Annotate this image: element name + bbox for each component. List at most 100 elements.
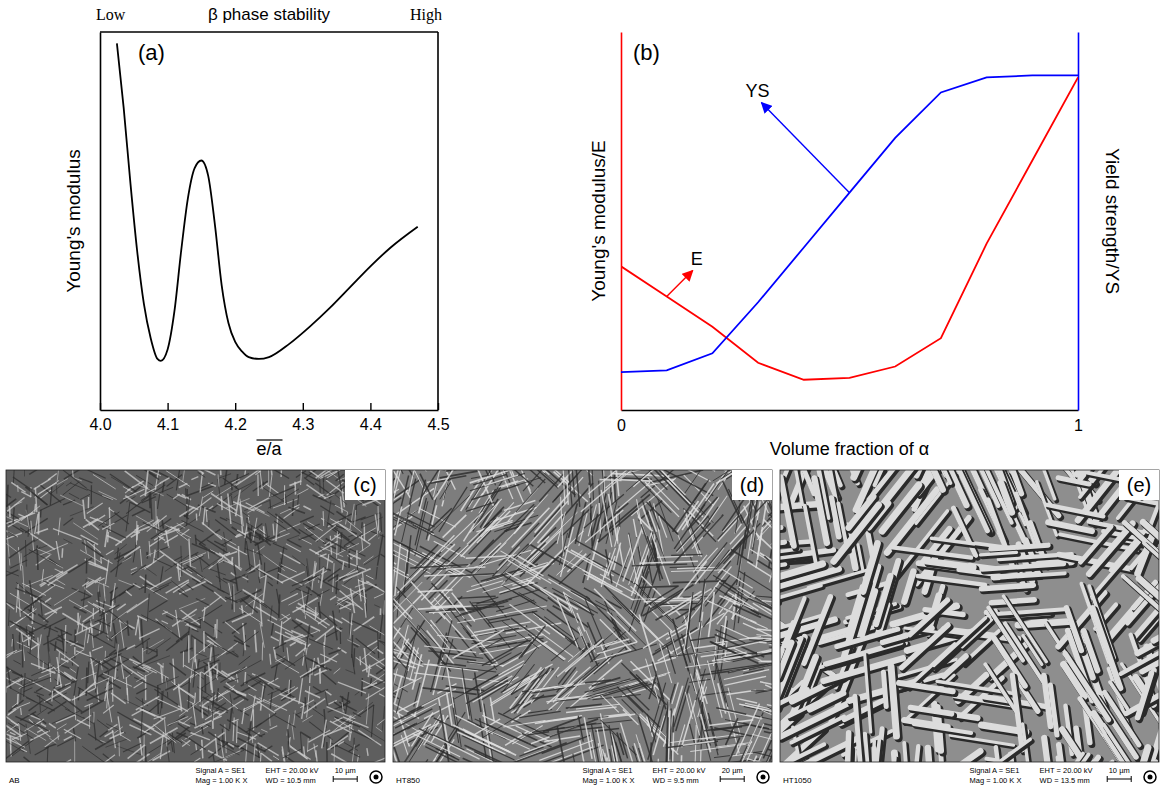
texture xyxy=(303,506,311,510)
texture xyxy=(93,604,104,609)
texture xyxy=(194,716,221,728)
scale-bar-cap xyxy=(357,776,358,782)
texture xyxy=(186,497,189,526)
texture xyxy=(17,642,32,649)
texture xyxy=(196,599,210,606)
plot-area xyxy=(117,43,418,361)
texture xyxy=(133,584,141,588)
texture xyxy=(288,507,305,513)
texture xyxy=(6,533,22,542)
panel-label: (b) xyxy=(633,40,660,65)
texture xyxy=(367,748,368,756)
texture xyxy=(63,500,75,505)
texture xyxy=(360,726,385,742)
texture xyxy=(453,630,505,659)
texture xyxy=(49,680,77,695)
texture xyxy=(138,616,140,640)
texture xyxy=(162,621,169,624)
texture xyxy=(297,494,299,505)
tick: 0 xyxy=(617,410,626,434)
texture xyxy=(202,597,221,612)
texture xyxy=(157,516,159,528)
texture xyxy=(240,597,249,602)
texture xyxy=(106,550,114,554)
texture xyxy=(166,616,173,620)
texture xyxy=(304,527,324,542)
texture xyxy=(13,660,20,664)
texture xyxy=(30,627,33,655)
texture xyxy=(77,613,79,625)
texture xyxy=(26,615,35,622)
texture xyxy=(62,613,89,629)
texture xyxy=(110,592,112,606)
texture xyxy=(38,638,39,669)
texture xyxy=(461,481,480,511)
texture xyxy=(149,601,167,612)
texture xyxy=(297,489,308,495)
texture xyxy=(340,496,342,512)
texture xyxy=(380,554,385,558)
texture xyxy=(214,592,226,601)
texture xyxy=(276,654,295,666)
scale-bar-line xyxy=(333,779,357,780)
texture xyxy=(69,600,94,614)
texture xyxy=(434,470,461,500)
tick-mark xyxy=(438,403,439,410)
title: β phase stability xyxy=(208,5,331,24)
line xyxy=(621,77,1078,379)
texture xyxy=(20,708,22,715)
texture xyxy=(89,705,90,729)
texture xyxy=(56,639,63,642)
texture xyxy=(421,470,450,498)
texture xyxy=(153,470,174,480)
texture xyxy=(39,543,68,555)
texture xyxy=(229,481,255,494)
texture xyxy=(212,561,217,565)
tick: 4.3 xyxy=(292,403,314,433)
texture xyxy=(178,590,188,596)
texture xyxy=(145,746,146,762)
texture xyxy=(160,551,184,569)
texture xyxy=(8,709,16,715)
texture xyxy=(56,565,77,578)
texture xyxy=(281,489,299,500)
tick: 4.5 xyxy=(427,403,449,433)
texture xyxy=(410,648,419,681)
texture xyxy=(242,599,258,612)
texture xyxy=(57,732,59,740)
tick: 4.2 xyxy=(225,403,247,433)
texture xyxy=(350,545,370,559)
texture xyxy=(90,652,94,675)
texture xyxy=(411,582,445,619)
texture xyxy=(290,642,296,645)
texture xyxy=(6,722,22,737)
texture xyxy=(182,717,192,724)
texture xyxy=(8,707,20,715)
texture xyxy=(339,590,362,609)
texture xyxy=(103,754,118,762)
texture xyxy=(281,565,296,572)
texture xyxy=(300,732,301,753)
texture xyxy=(216,670,218,678)
texture xyxy=(269,475,272,498)
texture xyxy=(462,678,469,719)
texture xyxy=(19,724,21,741)
texture xyxy=(147,594,149,622)
texture xyxy=(204,667,206,692)
texture xyxy=(31,521,34,551)
texture xyxy=(131,532,140,537)
texture xyxy=(110,474,137,492)
texture xyxy=(365,603,366,618)
texture xyxy=(56,715,75,723)
texture xyxy=(121,735,130,741)
texture xyxy=(322,673,336,685)
texture xyxy=(258,569,283,583)
texture xyxy=(308,730,330,742)
texture xyxy=(80,682,96,696)
texture xyxy=(105,528,108,548)
texture xyxy=(358,536,370,544)
texture xyxy=(45,607,62,615)
texture xyxy=(282,635,283,652)
axis xyxy=(1078,33,1079,411)
texture xyxy=(343,569,371,581)
